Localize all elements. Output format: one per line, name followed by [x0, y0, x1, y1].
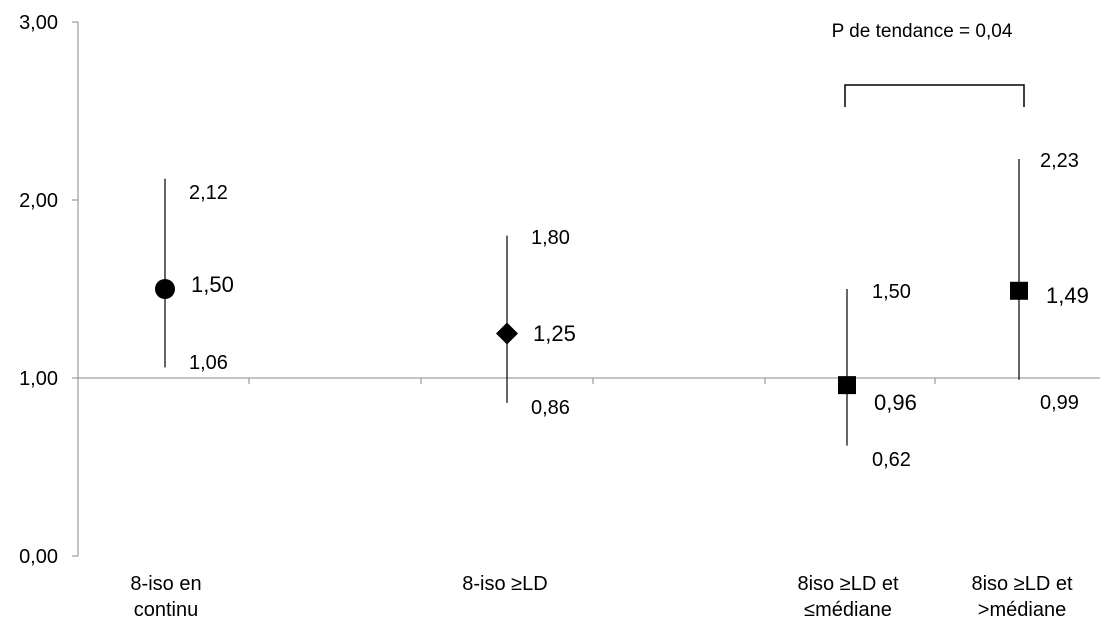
category-label: 8-iso ≥LD	[462, 573, 547, 595]
y-tick-label: 2,00	[19, 190, 58, 212]
point-value-label: 0,96	[874, 390, 917, 415]
trend-label: P de tendance = 0,04	[832, 21, 1013, 42]
axes	[72, 21, 1100, 557]
ci-lower-label: 0,99	[1040, 392, 1079, 414]
category-label: continu	[134, 599, 199, 621]
category-label: ≤médiane	[804, 599, 892, 621]
point-value-label: 1,50	[191, 272, 234, 297]
category-label: 8-iso en	[130, 573, 201, 595]
trend-annotation: P de tendance = 0,04	[832, 21, 1025, 107]
point-marker-square	[838, 376, 856, 395]
y-tick-labels: 0,00 1,00 2,00 3,00	[19, 12, 58, 568]
ci-upper-label: 2,23	[1040, 150, 1079, 172]
y-tick-label: 3,00	[19, 12, 58, 34]
data-points: 2,12 1,50 1,06 1,80 1,25 0,86 1,50 0,96 0,62 2,23…	[155, 150, 1089, 471]
ci-upper-label: 1,50	[872, 281, 911, 303]
ci-lower-label: 1,06	[189, 352, 228, 374]
ci-lower-label: 0,62	[872, 449, 911, 471]
ci-upper-label: 2,12	[189, 182, 228, 204]
category-label: >médiane	[978, 599, 1066, 621]
y-tick-label: 1,00	[19, 368, 58, 390]
point-marker-circle	[155, 279, 175, 299]
category-labels: 8-iso en continu 8-iso ≥LD 8iso ≥LD et ≤médi…	[130, 573, 1073, 621]
point-value-label: 1,25	[533, 321, 576, 346]
ci-lower-label: 0,86	[531, 397, 570, 419]
point-value-label: 1,49	[1046, 283, 1089, 308]
category-label: 8iso ≥LD et	[797, 573, 898, 595]
ci-upper-label: 1,80	[531, 227, 570, 249]
category-label: 8iso ≥LD et	[971, 573, 1072, 595]
y-tick-label: 0,00	[19, 546, 58, 568]
point-marker-square	[1010, 281, 1028, 300]
trend-bracket	[844, 84, 1025, 107]
point-marker-diamond	[496, 322, 518, 345]
